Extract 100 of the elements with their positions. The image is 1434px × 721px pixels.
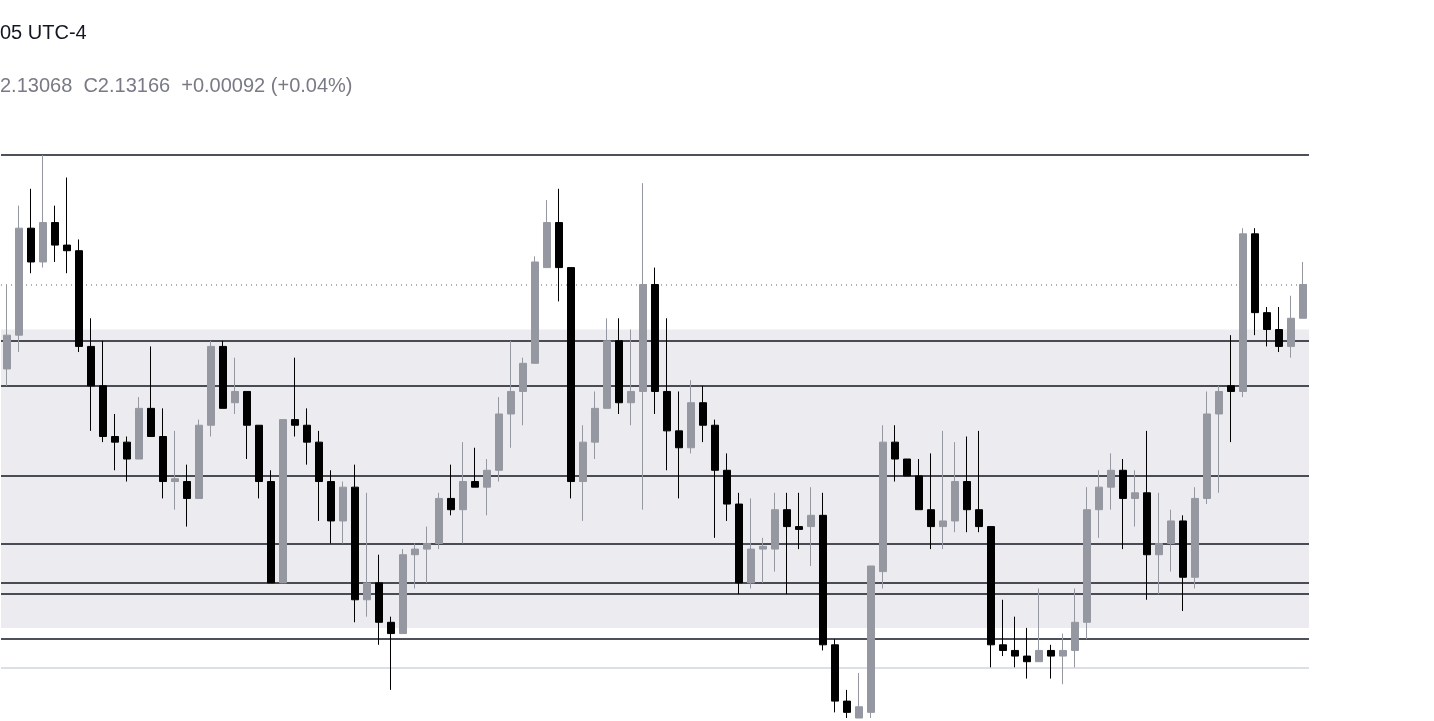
candlestick	[399, 548, 407, 635]
candlestick	[375, 554, 383, 646]
candlestick	[411, 542, 419, 590]
candlestick	[1203, 390, 1211, 505]
candlestick	[39, 154, 47, 269]
candlestick	[507, 340, 515, 449]
candlestick	[687, 379, 695, 454]
candlestick	[615, 317, 623, 415]
candlestick	[1143, 430, 1151, 601]
candlestick	[423, 526, 431, 584]
candlestick	[243, 390, 251, 460]
candlestick	[879, 424, 887, 590]
candlestick	[123, 436, 131, 483]
candlestick	[1059, 633, 1067, 685]
candlestick	[495, 396, 503, 483]
candlestick	[519, 357, 527, 426]
candlestick	[459, 441, 467, 544]
candlestick	[1047, 644, 1055, 680]
candlestick	[723, 452, 731, 522]
candlestick	[975, 430, 983, 533]
candlestick	[963, 436, 971, 533]
candlestick	[63, 177, 71, 274]
candlestick	[711, 419, 719, 539]
candlestick	[627, 329, 635, 426]
candlestick	[1071, 588, 1079, 668]
candlestick	[915, 458, 923, 511]
candlestick	[807, 486, 815, 567]
candlestick	[111, 413, 119, 471]
text: 05 UTC-4	[0, 21, 87, 43]
text: 2.13068 C2.13166 +0.00092 (+0.04%)	[0, 74, 353, 96]
candlestick	[1179, 514, 1187, 612]
candlestick	[1239, 227, 1247, 398]
candlestick	[1215, 385, 1223, 494]
candlestick	[603, 317, 611, 409]
candlestick	[1155, 492, 1163, 595]
candlestick	[435, 492, 443, 550]
candlestick	[1119, 458, 1127, 550]
candlestick	[783, 492, 791, 595]
candlestick	[747, 497, 755, 590]
candlestick	[1227, 334, 1235, 443]
candlestick	[255, 424, 263, 499]
candlestick	[987, 526, 995, 668]
candlestick	[939, 430, 947, 550]
candlestick	[579, 424, 587, 522]
candlestick	[771, 492, 779, 573]
candlestick	[735, 492, 743, 595]
candlestick	[1095, 469, 1103, 539]
candlestick	[543, 199, 551, 269]
candlestick	[567, 267, 575, 499]
candlestick	[363, 492, 371, 618]
candlestick	[759, 537, 767, 584]
candlestick	[15, 205, 23, 353]
candlestick	[699, 385, 707, 443]
candlestick	[195, 419, 203, 499]
candlestick	[99, 340, 107, 443]
candlestick	[819, 492, 827, 651]
candlestick	[1131, 469, 1139, 528]
candlestick	[663, 317, 671, 471]
candlestick	[483, 458, 491, 516]
candlestick	[147, 345, 155, 437]
candlestick	[1251, 227, 1259, 336]
candlestick	[87, 317, 95, 432]
candlestick	[1083, 486, 1091, 640]
candlestick	[219, 340, 227, 409]
candlestick	[231, 357, 239, 415]
candlestick	[183, 464, 191, 528]
candlestick	[591, 390, 599, 460]
candlestick	[339, 481, 347, 544]
candlestick	[267, 469, 275, 584]
candlestick	[1287, 295, 1295, 359]
candlestick	[207, 340, 215, 437]
candlestick	[831, 638, 839, 713]
candlestick	[1299, 261, 1307, 319]
candlestick	[1011, 616, 1019, 668]
candlestick	[51, 205, 59, 263]
candlestick	[279, 419, 287, 584]
candlestick	[27, 188, 35, 274]
candlestick	[903, 458, 911, 477]
candlestick	[675, 390, 683, 499]
candlestick	[531, 255, 539, 364]
candlestick	[1167, 509, 1175, 573]
candlestick	[1023, 627, 1031, 680]
candlestick	[315, 430, 323, 522]
candlestick	[387, 616, 395, 691]
candlestick	[351, 464, 359, 623]
candlestick	[303, 407, 311, 466]
candlestick	[135, 396, 143, 460]
candlestick	[639, 182, 647, 511]
candlestick	[171, 430, 179, 511]
candlestick	[3, 283, 11, 387]
candlestick	[1191, 486, 1199, 590]
candlestick	[951, 441, 959, 533]
candlestick	[327, 469, 335, 544]
candlestick	[999, 599, 1007, 657]
candlestick	[555, 188, 563, 302]
candlestick	[795, 492, 803, 550]
candlestick	[867, 565, 875, 719]
candlestick	[75, 238, 83, 353]
candlestick	[291, 357, 299, 437]
candlestick	[1035, 588, 1043, 663]
